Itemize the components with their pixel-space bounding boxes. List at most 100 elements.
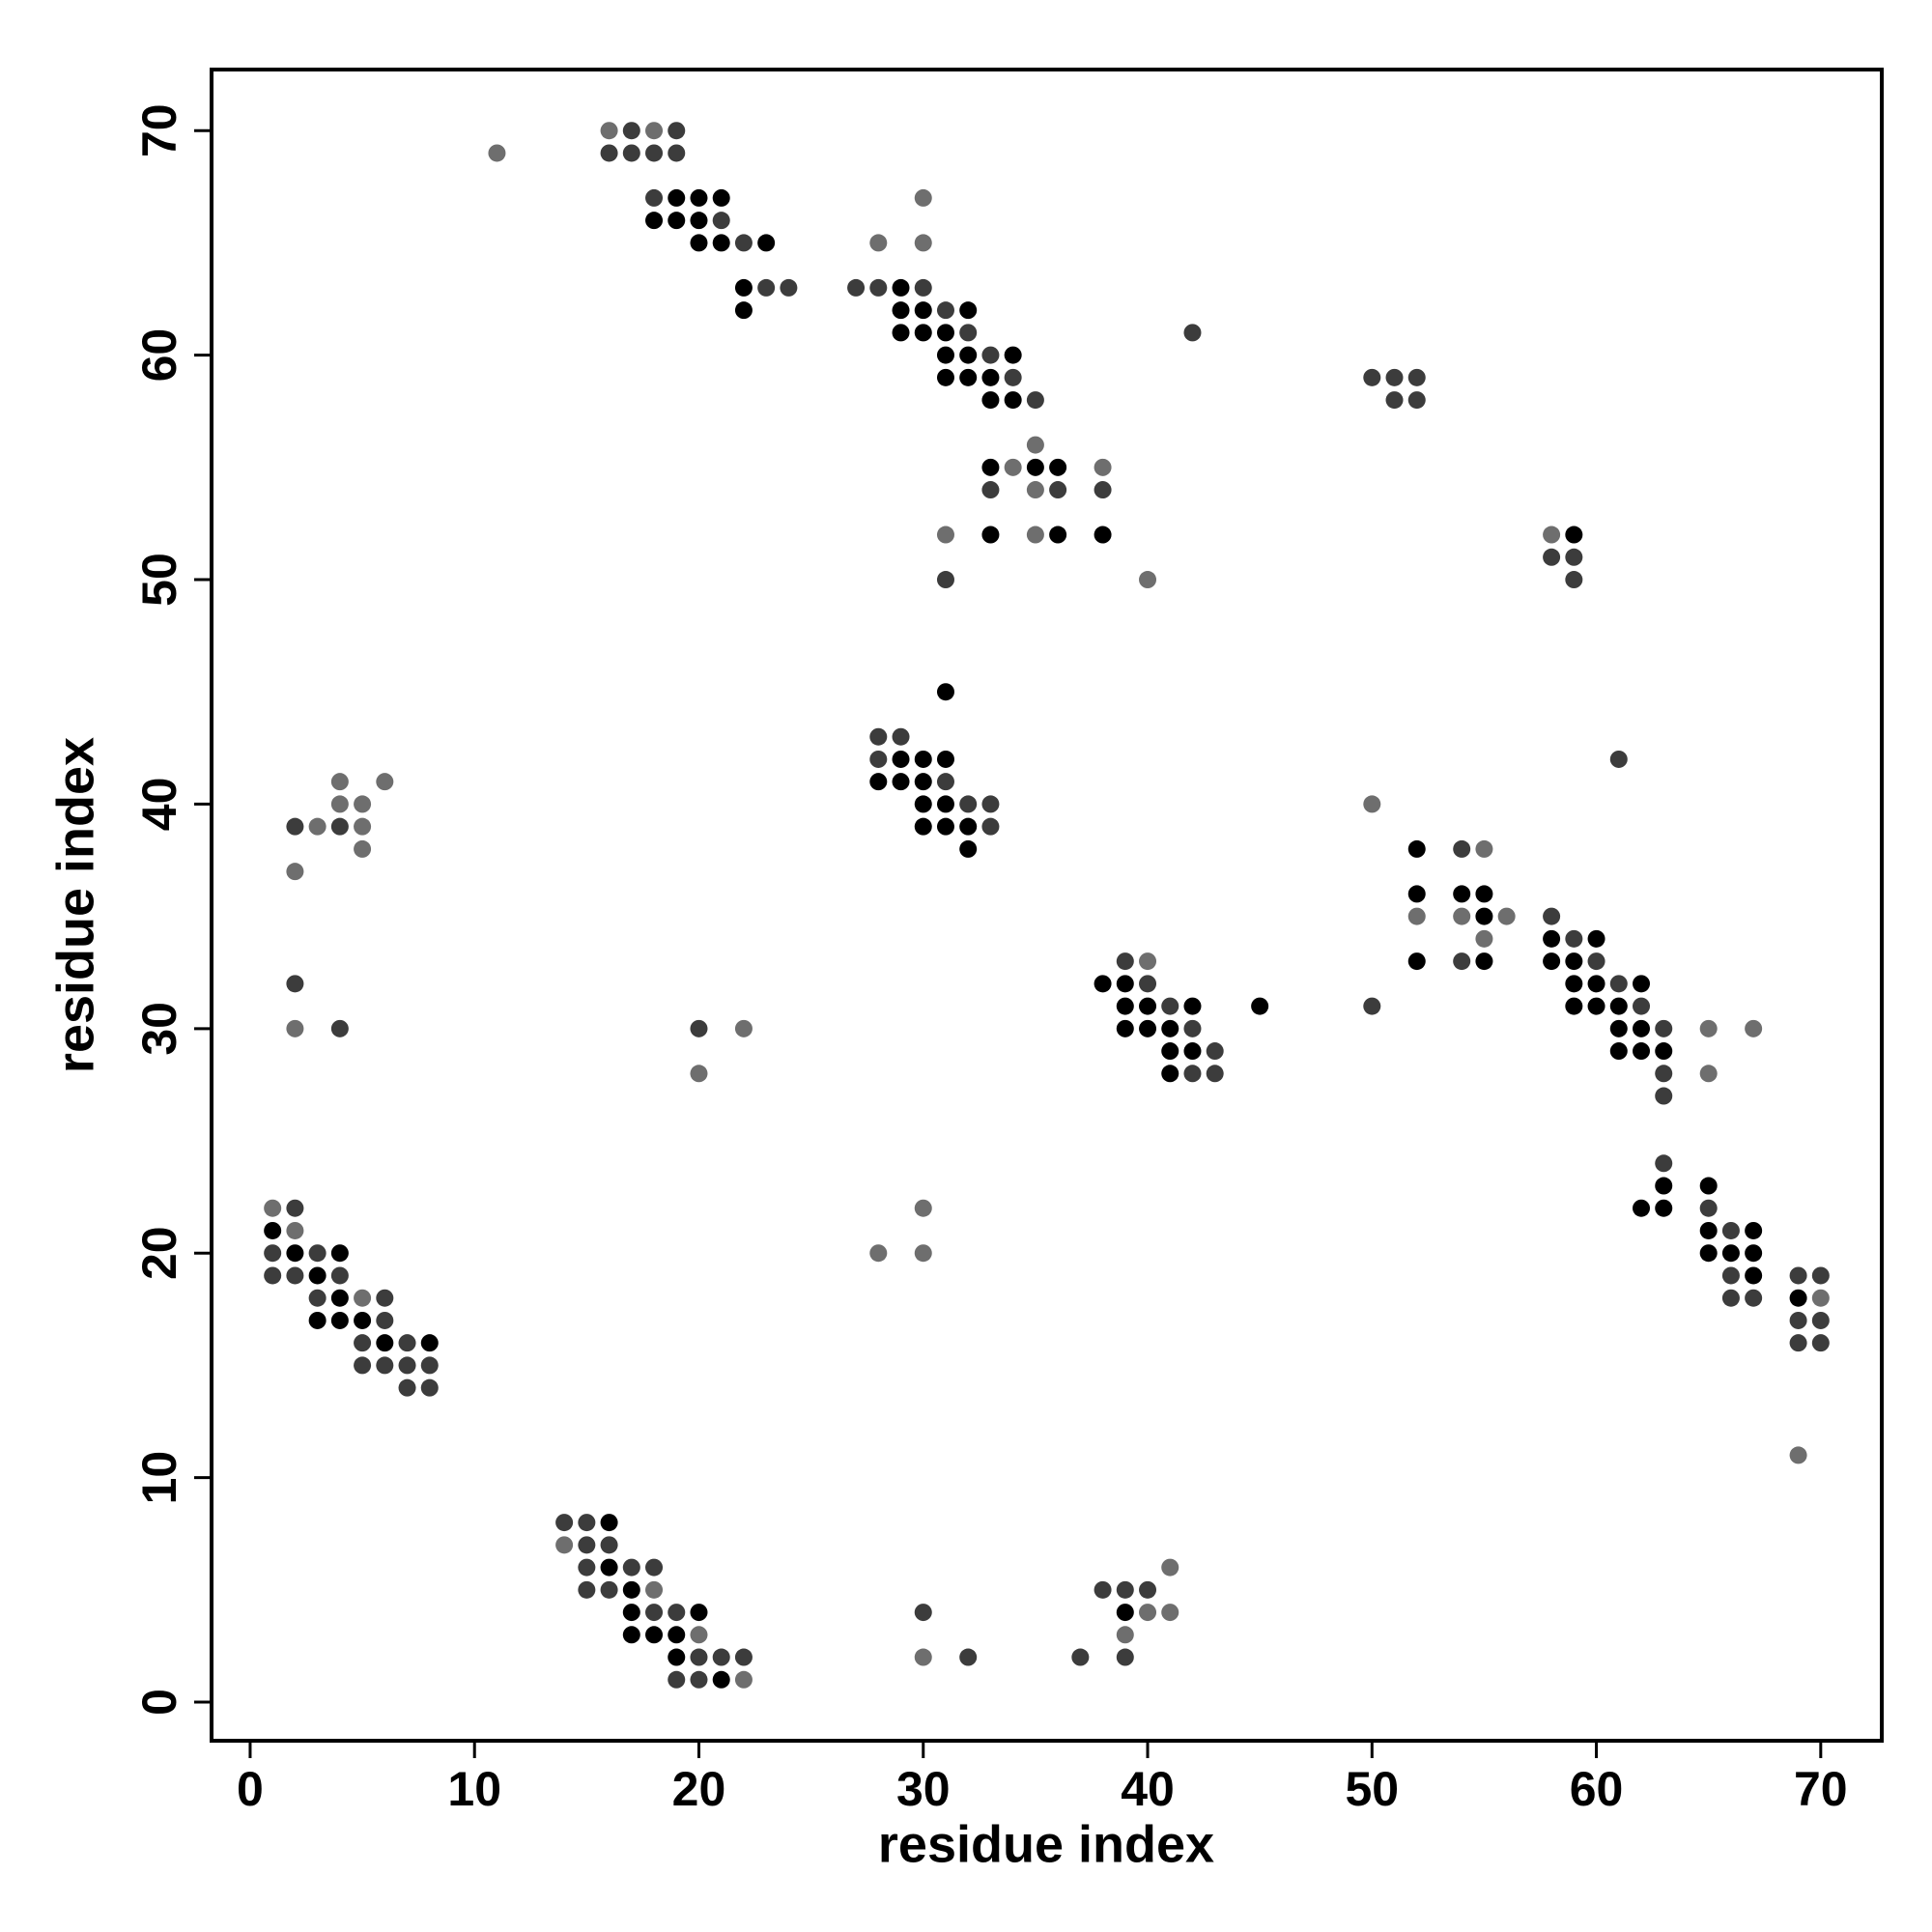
point bbox=[668, 212, 686, 230]
point bbox=[286, 1221, 304, 1239]
point bbox=[354, 1334, 372, 1352]
point bbox=[690, 1019, 708, 1037]
point bbox=[914, 234, 932, 252]
point bbox=[622, 122, 640, 140]
point bbox=[1811, 1289, 1830, 1307]
point bbox=[1161, 997, 1179, 1015]
point bbox=[1475, 885, 1493, 903]
point bbox=[1587, 997, 1605, 1015]
point bbox=[555, 1514, 574, 1532]
point bbox=[1026, 481, 1044, 499]
point bbox=[1183, 1065, 1202, 1083]
point bbox=[555, 1536, 574, 1554]
point bbox=[734, 301, 753, 320]
point bbox=[1699, 1065, 1718, 1083]
point bbox=[354, 839, 372, 858]
y-axis-label: residue index bbox=[46, 737, 104, 1073]
point bbox=[1049, 481, 1067, 499]
point bbox=[1004, 391, 1022, 410]
x-tick-label: 10 bbox=[447, 1762, 501, 1816]
point bbox=[892, 324, 910, 342]
point bbox=[330, 1289, 349, 1307]
point bbox=[914, 1244, 932, 1263]
point bbox=[1139, 997, 1157, 1015]
point bbox=[1363, 997, 1381, 1015]
point bbox=[354, 1311, 372, 1329]
point bbox=[1116, 952, 1134, 971]
point bbox=[1139, 1604, 1157, 1622]
point bbox=[645, 1626, 664, 1644]
point bbox=[308, 1289, 327, 1307]
point bbox=[645, 188, 664, 207]
point bbox=[376, 1289, 394, 1307]
point bbox=[1206, 1065, 1224, 1083]
point bbox=[1026, 458, 1044, 476]
point bbox=[981, 391, 1000, 410]
point bbox=[286, 1199, 304, 1217]
point bbox=[892, 278, 910, 297]
point bbox=[1565, 929, 1583, 948]
point bbox=[869, 1244, 888, 1263]
point bbox=[1699, 1244, 1718, 1263]
point bbox=[1385, 391, 1404, 410]
point bbox=[757, 234, 776, 252]
point bbox=[645, 122, 664, 140]
point bbox=[1139, 952, 1157, 971]
point bbox=[1811, 1334, 1830, 1352]
point bbox=[488, 144, 506, 162]
point bbox=[936, 301, 954, 320]
point bbox=[914, 324, 932, 342]
point bbox=[600, 122, 618, 140]
point bbox=[936, 683, 954, 701]
point bbox=[1633, 1199, 1651, 1217]
y-tick-label: 0 bbox=[132, 1689, 186, 1716]
point bbox=[1407, 839, 1426, 858]
point bbox=[1475, 907, 1493, 925]
point bbox=[1026, 436, 1044, 454]
point bbox=[330, 1266, 349, 1285]
point bbox=[690, 212, 708, 230]
point bbox=[1721, 1266, 1740, 1285]
point bbox=[1565, 548, 1583, 566]
point bbox=[936, 571, 954, 589]
y-tick-label: 60 bbox=[132, 328, 186, 383]
point bbox=[286, 817, 304, 836]
point bbox=[264, 1266, 282, 1285]
point bbox=[1094, 526, 1112, 544]
point bbox=[1609, 1019, 1628, 1037]
point bbox=[1543, 907, 1561, 925]
point bbox=[892, 727, 910, 746]
point bbox=[892, 301, 910, 320]
point bbox=[1789, 1289, 1807, 1307]
point bbox=[1161, 1042, 1179, 1061]
point bbox=[869, 278, 888, 297]
point bbox=[1655, 1199, 1673, 1217]
x-tick-label: 20 bbox=[672, 1762, 726, 1816]
x-tick-label: 60 bbox=[1570, 1762, 1624, 1816]
point bbox=[286, 1266, 304, 1285]
point bbox=[420, 1378, 439, 1397]
point bbox=[1094, 481, 1112, 499]
point bbox=[914, 1604, 932, 1622]
point bbox=[1116, 1580, 1134, 1599]
point bbox=[959, 301, 978, 320]
point bbox=[1609, 750, 1628, 768]
point bbox=[690, 1065, 708, 1083]
point bbox=[914, 795, 932, 813]
point bbox=[1587, 929, 1605, 948]
point bbox=[1543, 526, 1561, 544]
point bbox=[936, 817, 954, 836]
point bbox=[1453, 885, 1471, 903]
point bbox=[1633, 1019, 1651, 1037]
point bbox=[914, 188, 932, 207]
point bbox=[1565, 571, 1583, 589]
point bbox=[1026, 526, 1044, 544]
point bbox=[712, 1648, 730, 1666]
x-tick-label: 30 bbox=[896, 1762, 951, 1816]
point bbox=[757, 278, 776, 297]
point bbox=[959, 795, 978, 813]
point bbox=[1633, 997, 1651, 1015]
plot-frame bbox=[210, 68, 1884, 1743]
point bbox=[981, 817, 1000, 836]
